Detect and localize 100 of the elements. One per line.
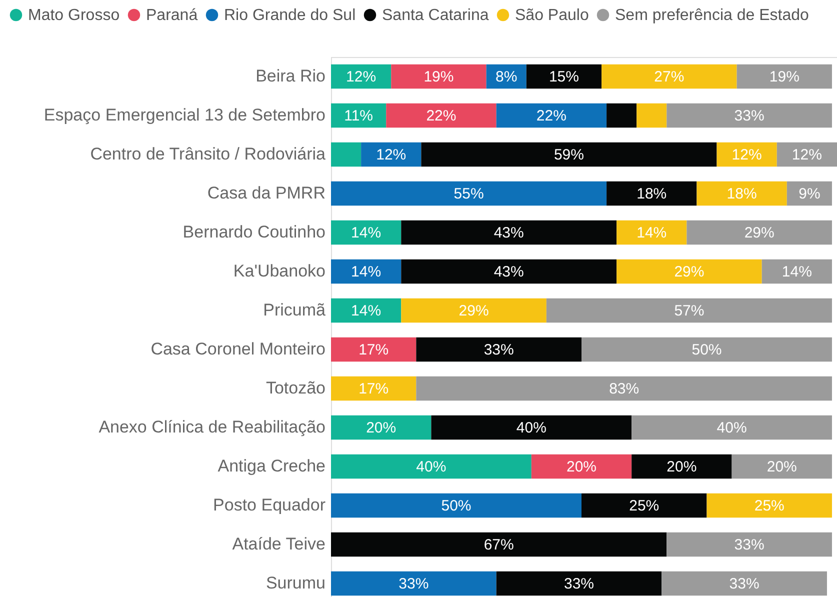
- bar: [616, 259, 762, 284]
- data-label: 14%: [351, 302, 382, 320]
- data-label: 19%: [769, 68, 800, 86]
- bar: [732, 454, 832, 479]
- bar: [606, 181, 697, 206]
- bar: [331, 532, 667, 557]
- data-label: 29%: [458, 302, 489, 320]
- bar: [496, 103, 607, 128]
- data-label: 43%: [494, 224, 524, 242]
- bar: [496, 571, 662, 596]
- bar: [401, 298, 546, 323]
- bar: [331, 376, 416, 401]
- data-label: 50%: [441, 498, 472, 514]
- data-label: 9%: [798, 186, 820, 202]
- data-label: 57%: [674, 302, 704, 320]
- data-label: 14%: [636, 224, 667, 242]
- bar: [421, 142, 717, 167]
- data-label: 20%: [566, 458, 597, 476]
- y-tick-label: Antiga Creche: [218, 456, 326, 476]
- data-label: 40%: [516, 420, 546, 436]
- data-label: 15%: [548, 68, 579, 86]
- bar: [416, 337, 582, 362]
- bar: [401, 259, 617, 284]
- bar: [632, 415, 832, 440]
- data-label: 50%: [692, 342, 722, 358]
- y-tick-label: Centro de Trânsito / Rodoviária: [90, 144, 326, 164]
- legend-label: Santa Catarina: [382, 7, 489, 24]
- data-label: 27%: [654, 68, 684, 86]
- bar: [331, 259, 402, 284]
- y-tick-label: Ka'Ubanoko: [233, 262, 326, 280]
- data-label: 43%: [494, 264, 524, 280]
- bar: [636, 103, 667, 128]
- bar: [686, 220, 832, 245]
- bar: [606, 103, 637, 128]
- y-tick-label: Bernardo Coutinho: [182, 222, 326, 242]
- data-label: 12%: [792, 146, 822, 164]
- data-label: 14%: [782, 264, 812, 280]
- data-label: 14%: [351, 224, 382, 242]
- data-label: 17%: [358, 380, 389, 398]
- data-label: 29%: [674, 264, 704, 280]
- bar: [581, 493, 707, 518]
- data-label: 33%: [484, 342, 514, 358]
- data-label: 11%: [344, 108, 374, 124]
- data-label: 12%: [732, 146, 762, 164]
- bar: [526, 64, 602, 89]
- data-label: 14%: [351, 264, 382, 280]
- y-tick-label: Surumu: [266, 574, 326, 592]
- data-label: 33%: [729, 576, 760, 592]
- bar: [431, 415, 632, 440]
- bar: [331, 181, 607, 206]
- bar: [531, 454, 632, 479]
- data-label: 59%: [554, 146, 584, 164]
- bar: [331, 493, 582, 518]
- y-tick-label: Anexo Clínica de Reabilitação: [98, 418, 326, 436]
- bar: [331, 571, 496, 596]
- data-label: 29%: [744, 224, 774, 242]
- bar: [331, 454, 532, 479]
- data-label: 17%: [358, 342, 389, 358]
- data-label: 20%: [766, 458, 797, 476]
- data-label: 33%: [564, 576, 594, 592]
- bar: [331, 142, 362, 167]
- data-label: 19%: [424, 68, 454, 86]
- data-label: 20%: [666, 458, 697, 476]
- data-label: 33%: [734, 536, 764, 554]
- bar: [331, 415, 432, 440]
- bar: [666, 103, 832, 128]
- bar: [386, 103, 496, 128]
- data-label: 12%: [346, 68, 376, 86]
- legend-label: Sem preferência de Estado: [615, 7, 809, 24]
- legend-label: Paraná: [146, 7, 198, 24]
- bar: [391, 64, 486, 89]
- bar: [616, 220, 687, 245]
- legend-label: Mato Grosso: [28, 7, 120, 24]
- data-label: 22%: [426, 108, 456, 124]
- bar: [736, 64, 832, 89]
- bar: [361, 142, 422, 167]
- bar: [331, 220, 402, 245]
- data-label: 40%: [416, 458, 446, 476]
- bar: [546, 298, 832, 323]
- bar: [331, 103, 386, 128]
- legend-label: São Paulo: [515, 7, 589, 24]
- bar: [666, 532, 832, 557]
- bar: [632, 454, 732, 479]
- data-label: 33%: [734, 108, 764, 124]
- bar: [706, 493, 832, 518]
- bar: [331, 337, 416, 362]
- y-tick-label: Pricumã: [263, 300, 326, 320]
- data-label: 55%: [454, 186, 484, 202]
- y-tick-label: Espaço Emergencial 13 de Setembro: [44, 106, 326, 124]
- bar: [331, 298, 402, 323]
- y-tick-label: Casa Coronel Monteiro: [150, 340, 326, 358]
- y-tick-label: Posto Equador: [213, 496, 326, 514]
- data-label: 20%: [366, 420, 396, 436]
- legend-label: Rio Grande do Sul: [224, 7, 356, 24]
- bar: [716, 142, 777, 167]
- data-label: 18%: [726, 186, 757, 202]
- data-label: 22%: [536, 108, 566, 124]
- bar: [581, 337, 832, 362]
- bar: [401, 220, 617, 245]
- data-label: 40%: [716, 420, 747, 436]
